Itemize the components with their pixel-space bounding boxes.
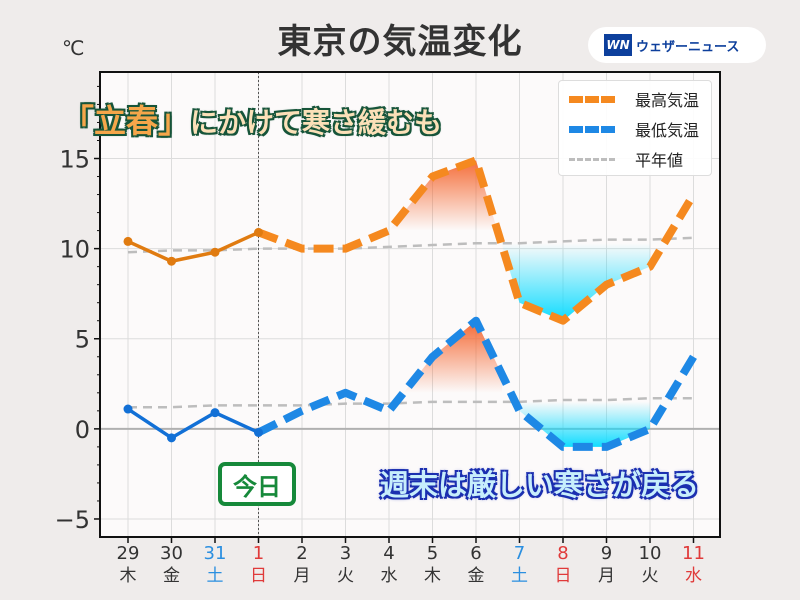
legend-item-normal: 平年値 — [569, 147, 683, 171]
x-weekday-label: 木 — [424, 566, 441, 586]
warm-anomaly-fill-max — [389, 160, 503, 247]
annotation-bottom: 週末は厳しい寒さが戻る — [380, 468, 700, 502]
x-weekday-label: 月 — [598, 566, 615, 586]
data-point-max — [167, 256, 176, 266]
observed-line-min — [127, 407, 260, 440]
x-tick-label: 31 — [204, 543, 227, 564]
y-tick-label: 15 — [59, 146, 90, 174]
data-point-max — [123, 236, 133, 246]
x-tick-label: 10 — [639, 543, 662, 564]
data-point-max — [254, 227, 263, 237]
legend-label: 平年値 — [635, 151, 684, 170]
x-weekday-label: 月 — [294, 566, 311, 586]
x-tick-label: 9 — [601, 543, 612, 564]
y-tick-label: 5 — [75, 326, 90, 354]
legend-swatch-min — [569, 125, 615, 133]
x-tick-label: 6 — [470, 543, 481, 564]
plot-frame — [99, 71, 721, 538]
chart-title: 東京の気温変化 — [277, 22, 523, 62]
annotation-text: にかけて寒さ緩むも — [189, 105, 443, 140]
legend-item-min: 最低気温 — [569, 117, 699, 141]
y-axis-unit: ℃ — [62, 36, 85, 60]
x-weekday-label: 金 — [468, 566, 485, 586]
y-tick-label: −5 — [55, 506, 90, 534]
bracket: 「 — [61, 101, 95, 141]
data-point-min — [123, 404, 133, 414]
x-tick-label: 4 — [383, 543, 394, 564]
legend-swatch-normal — [569, 157, 615, 161]
annotation-keyword: 立春 — [93, 101, 159, 141]
weathernews-logo: WN ウェザーニュース — [588, 27, 766, 63]
cold-anomaly-fill-min — [502, 374, 650, 447]
legend-label: 最低気温 — [635, 121, 700, 140]
x-weekday-label: 土 — [511, 566, 528, 586]
forecast-line-max — [257, 156, 697, 325]
x-tick-label: 11 — [682, 543, 705, 564]
normal-line — [128, 396, 694, 409]
bracket: 」 — [157, 101, 191, 141]
data-point-max — [210, 247, 220, 257]
x-tick-label: 8 — [557, 543, 568, 564]
x-weekday-label: 火 — [642, 566, 659, 586]
legend: 最高気温 最低気温 平年値 — [558, 80, 712, 176]
annotation-top: 「立春」にかけて寒さ緩むも — [61, 96, 443, 142]
data-point-min — [254, 427, 263, 437]
today-badge: 今日 — [218, 462, 296, 506]
x-tick-label: 3 — [340, 543, 351, 564]
data-point-min — [167, 433, 176, 443]
y-tick-label: 0 — [75, 416, 90, 444]
x-tick-label: 7 — [514, 543, 525, 564]
x-weekday-label: 火 — [337, 566, 354, 586]
x-weekday-label: 日 — [250, 566, 267, 586]
x-tick-label: 29 — [117, 543, 140, 564]
x-weekday-label: 木 — [120, 566, 137, 586]
x-tick-label: 5 — [427, 543, 438, 564]
observed-line-max — [127, 230, 260, 264]
legend-item-max: 最高気温 — [569, 87, 699, 111]
warm-anomaly-fill-min — [389, 320, 503, 411]
logo-text: ウェザーニュース — [636, 39, 740, 55]
x-tick-label: 2 — [296, 543, 307, 564]
legend-swatch-max — [569, 95, 615, 103]
x-weekday-label: 水 — [381, 566, 398, 586]
x-weekday-label: 日 — [555, 566, 572, 586]
data-point-min — [210, 408, 220, 418]
x-weekday-label: 金 — [163, 566, 180, 586]
cold-anomaly-fill-max — [502, 239, 650, 321]
legend-label: 最高気温 — [635, 91, 700, 110]
x-weekday-label: 土 — [207, 566, 224, 586]
forecast-line-min — [256, 316, 697, 451]
y-tick-label: 10 — [59, 236, 90, 264]
x-tick-label: 1 — [253, 543, 264, 564]
logo-mark: WN — [604, 34, 632, 56]
x-tick-label: 30 — [160, 543, 183, 564]
x-weekday-label: 水 — [685, 566, 702, 586]
